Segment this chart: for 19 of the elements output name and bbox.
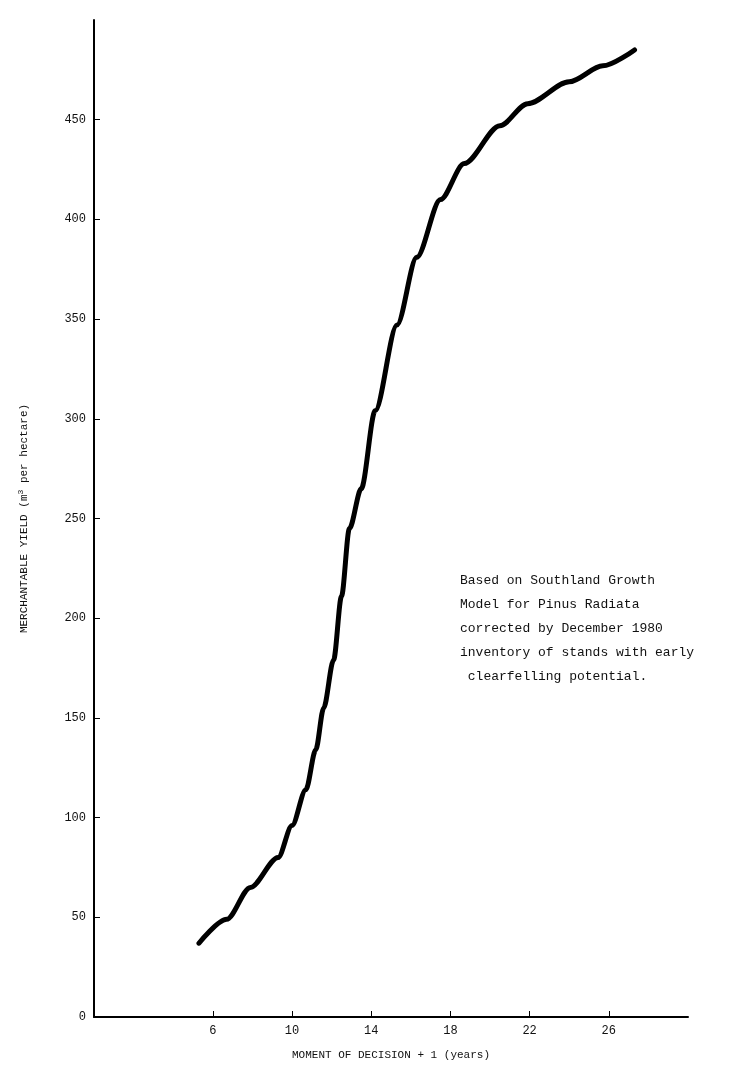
y-tick-label: 150	[64, 710, 86, 725]
x-axis-title: MOMENT OF DECISION + 1 (years)	[291, 1048, 491, 1061]
y-tick-label: 50	[71, 910, 86, 925]
y-tick-label: 100	[64, 810, 86, 825]
x-tick-label: 18	[443, 1024, 458, 1038]
y-axis-title: MERCHANTABLE YIELD (m3 per hectare)	[15, 403, 30, 634]
x-tick-label: 10	[284, 1024, 300, 1038]
y-tick-label: 450	[64, 112, 86, 127]
x-tick-label: 22	[522, 1024, 537, 1038]
y-tick-label: 350	[64, 312, 86, 327]
y-tick-label: 0	[78, 1010, 86, 1024]
y-tick-label: 400	[64, 212, 86, 227]
x-tick-label: 26	[601, 1024, 616, 1038]
y-tick-label: 300	[64, 411, 86, 426]
y-tick-label: 200	[64, 611, 86, 626]
annotation: Based on Southland Growth Model for Pinus Radiata corrected by December 1980 inventory of stands with early clearfelling potential.	[460, 572, 695, 684]
x-tick-label: 14	[364, 1024, 379, 1038]
y-tick-label: 250	[64, 511, 86, 526]
x-tick-label: 6	[209, 1024, 217, 1038]
